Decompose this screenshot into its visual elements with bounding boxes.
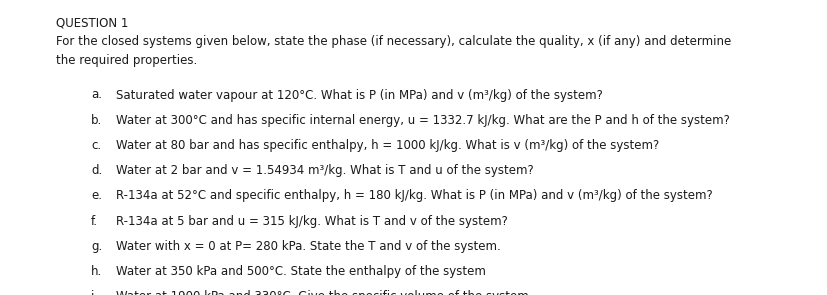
Text: d.: d. xyxy=(91,164,103,177)
Text: b.: b. xyxy=(91,114,103,127)
Text: QUESTION 1: QUESTION 1 xyxy=(56,16,129,29)
Text: Water at 80 bar and has specific enthalpy, h = 1000 kJ/kg. What is v (m³/kg) of : Water at 80 bar and has specific enthalp… xyxy=(116,139,659,152)
Text: For the closed systems given below, state the phase (if necessary), calculate th: For the closed systems given below, stat… xyxy=(56,35,732,48)
Text: e.: e. xyxy=(91,189,102,202)
Text: Water at 350 kPa and 500°C. State the enthalpy of the system: Water at 350 kPa and 500°C. State the en… xyxy=(116,265,485,278)
Text: i.: i. xyxy=(91,290,98,295)
Text: R-134a at 5 bar and u = 315 kJ/kg. What is T and v of the system?: R-134a at 5 bar and u = 315 kJ/kg. What … xyxy=(116,215,508,228)
Text: Water at 2 bar and v = 1.54934 m³/kg. What is T and u of the system?: Water at 2 bar and v = 1.54934 m³/kg. Wh… xyxy=(116,164,533,177)
Text: R-134a at 52°C and specific enthalpy, h = 180 kJ/kg. What is P (in MPa) and v (m: R-134a at 52°C and specific enthalpy, h … xyxy=(116,189,713,202)
Text: f.: f. xyxy=(91,215,98,228)
Text: a.: a. xyxy=(91,88,102,101)
Text: the required properties.: the required properties. xyxy=(56,54,198,67)
Text: c.: c. xyxy=(91,139,101,152)
Text: Saturated water vapour at 120°C. What is P (in MPa) and v (m³/kg) of the system?: Saturated water vapour at 120°C. What is… xyxy=(116,88,603,101)
Text: Water at 1900 kPa and 330°C. Give the specific volume of the system.: Water at 1900 kPa and 330°C. Give the sp… xyxy=(116,290,533,295)
Text: g.: g. xyxy=(91,240,103,253)
Text: Water with x = 0 at P= 280 kPa. State the T and v of the system.: Water with x = 0 at P= 280 kPa. State th… xyxy=(116,240,500,253)
Text: Water at 300°C and has specific internal energy, u = 1332.7 kJ/kg. What are the : Water at 300°C and has specific internal… xyxy=(116,114,729,127)
Text: h.: h. xyxy=(91,265,103,278)
